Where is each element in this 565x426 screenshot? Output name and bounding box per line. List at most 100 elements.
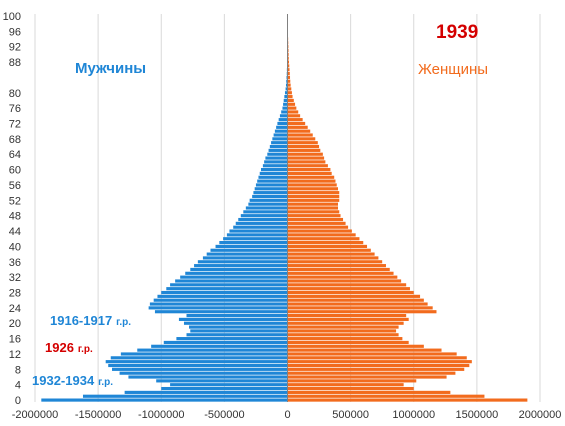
y-tick-label: 20 [9, 318, 21, 330]
male-bar-age-23 [154, 310, 288, 314]
x-tick-label: 500000 [332, 409, 369, 421]
female-bar-age-5 [287, 379, 417, 383]
male-bar-age-15 [163, 340, 288, 345]
female-bar-age-87 [287, 64, 290, 68]
male-bar-age-46 [235, 221, 288, 225]
female-bar-age-90 [287, 52, 289, 56]
y-tick-label: 88 [9, 57, 21, 69]
male-bar-age-7 [119, 371, 288, 375]
female-bar-age-54 [287, 191, 340, 195]
male-bar-age-11 [110, 356, 288, 360]
female-bar-age-7 [287, 371, 456, 375]
male-bar-age-80 [284, 91, 288, 95]
female-bar-age-19 [287, 325, 399, 329]
x-tick-label: 0 [284, 409, 290, 421]
female-bar-age-40 [287, 244, 368, 248]
y-tick-label: 60 [9, 165, 21, 177]
x-tick-label: -1000000 [138, 409, 185, 421]
chart-title: 1939 [436, 22, 478, 43]
female-bar-age-61 [287, 164, 328, 168]
male-bar-age-47 [238, 217, 288, 222]
female-bar-age-77 [287, 102, 296, 106]
male-bar-age-2 [124, 390, 288, 394]
x-tick-label: 1000000 [392, 409, 435, 421]
female-bar-age-12 [287, 352, 457, 356]
x-tick-label: -500000 [204, 409, 244, 421]
y-tick-label: 56 [9, 180, 21, 192]
female-bar-age-50 [287, 206, 338, 210]
female-bar-age-16 [287, 337, 403, 341]
male-bars [41, 14, 288, 402]
male-bar-age-22 [186, 313, 288, 318]
male-bar-age-38 [206, 252, 288, 256]
male-bar-age-32 [180, 275, 288, 279]
x-tick-label: -2000000 [12, 409, 59, 421]
male-bar-age-73 [278, 118, 288, 122]
male-bar-age-14 [151, 344, 288, 348]
female-bar-age-44 [287, 229, 352, 233]
female-bar-age-30 [287, 283, 407, 287]
female-bar-age-70 [287, 129, 311, 133]
male-bar-age-62 [264, 160, 288, 164]
y-tick-label: 8 [15, 364, 21, 376]
female-bar-age-41 [287, 240, 364, 245]
female-bar-age-48 [287, 214, 341, 218]
female-bar-age-4 [287, 383, 404, 387]
male-bar-age-52 [249, 198, 288, 202]
male-bar-age-82 [285, 83, 288, 87]
male-bar-age-29 [166, 287, 288, 291]
female-bar-age-11 [287, 356, 467, 360]
female-bars [287, 14, 528, 402]
female-bar-age-68 [287, 137, 316, 141]
female-bar-age-21 [287, 317, 409, 321]
female-bar-age-83 [287, 79, 291, 83]
male-bar-age-41 [219, 240, 288, 245]
male-bar-age-4 [170, 383, 288, 387]
male-bar-age-12 [120, 352, 288, 356]
female-bar-age-2 [287, 390, 451, 394]
female-bar-age-89 [287, 56, 289, 60]
female-bar-age-17 [287, 333, 399, 337]
male-bar-age-78 [283, 98, 288, 103]
male-bar-age-65 [268, 148, 288, 152]
male-bar-age-20 [183, 321, 288, 325]
female-bar-age-51 [287, 202, 338, 206]
y-tick-label: 76 [9, 103, 21, 115]
female-bar-age-78 [287, 98, 294, 103]
male-bar-age-42 [223, 237, 288, 241]
male-bar-age-40 [215, 244, 288, 248]
female-bar-age-80 [287, 91, 292, 95]
male-bar-age-54 [253, 191, 288, 195]
male-bar-age-60 [260, 168, 288, 172]
male-bar-age-84 [286, 75, 288, 79]
female-bar-age-47 [287, 217, 344, 222]
female-bar-age-74 [287, 114, 301, 118]
female-bar-age-13 [287, 348, 442, 352]
male-bar-age-9 [108, 363, 288, 368]
y-tick-label: 32 [9, 272, 21, 284]
male-bar-age-77 [283, 102, 288, 106]
y-tick-label: 80 [9, 88, 21, 100]
male-bar-age-53 [252, 194, 288, 199]
female-bar-age-63 [287, 156, 325, 160]
female-bar-age-58 [287, 175, 335, 179]
male-bar-age-26 [153, 298, 288, 302]
annotation-1926: 1926 г.р. [45, 340, 93, 355]
legend-female-label: Женщины [418, 61, 488, 78]
male-bar-age-39 [210, 248, 288, 252]
y-tick-label: 64 [9, 149, 21, 161]
male-bar-age-50 [245, 206, 288, 210]
female-bar-age-29 [287, 287, 410, 291]
x-tick-label: 2000000 [519, 409, 562, 421]
male-bar-age-44 [229, 229, 288, 233]
female-bar-age-60 [287, 168, 331, 172]
male-bar-age-57 [257, 179, 288, 183]
female-bar-age-46 [287, 221, 346, 225]
male-bar-age-55 [254, 187, 288, 191]
female-bar-age-39 [287, 248, 371, 252]
y-tick-label: 48 [9, 211, 21, 223]
female-bar-age-10 [287, 360, 472, 364]
female-bar-age-64 [287, 152, 323, 156]
male-bar-age-30 [170, 283, 288, 287]
